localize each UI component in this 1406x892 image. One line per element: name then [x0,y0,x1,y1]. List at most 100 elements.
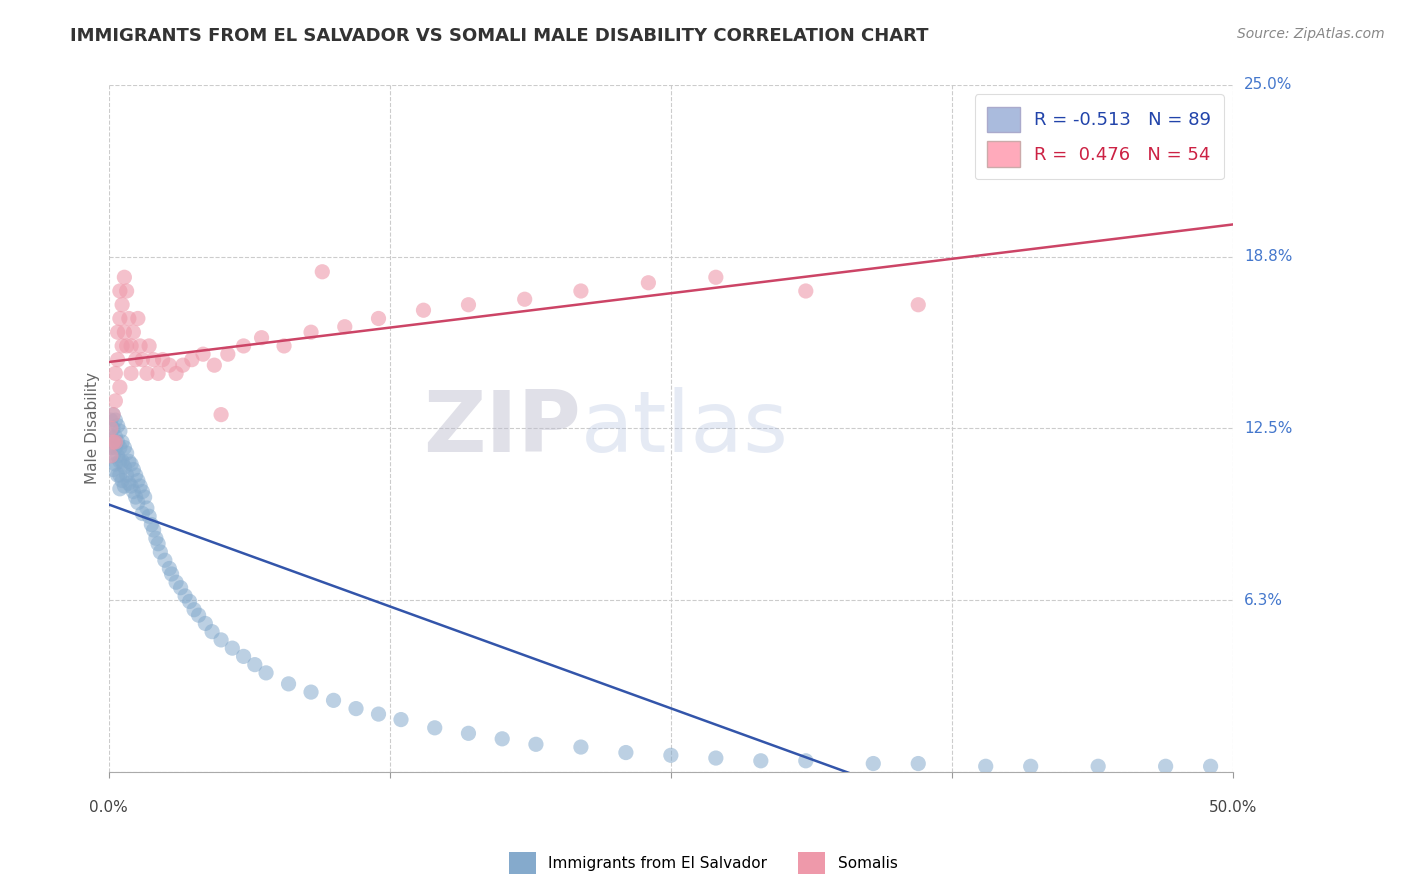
Point [149,545,172,559]
Point [100,429,122,443]
Point [172,358,194,372]
Point [124,490,146,504]
Point [108,454,131,468]
Point [179,594,201,608]
Point [120,339,142,353]
Point [104,441,127,455]
Point [344,701,367,715]
Point [108,284,131,298]
Point [111,435,134,450]
Point [129,479,152,493]
Point [412,303,434,318]
Point [974,759,997,773]
Point [794,754,817,768]
Point [1019,759,1042,773]
Point [273,339,295,353]
Point [112,441,135,455]
Point [108,380,131,394]
Point [108,311,131,326]
Point [112,270,135,285]
Point [862,756,884,771]
Point [107,352,129,367]
Point [311,265,333,279]
Point [254,665,277,680]
Point [120,457,142,471]
Point [111,298,134,312]
Text: 0.0%: 0.0% [89,799,128,814]
Point [111,339,134,353]
Point [118,476,141,491]
Point [112,325,135,339]
Point [115,468,138,483]
Point [659,748,682,763]
Point [124,468,146,483]
Text: ZIP: ZIP [423,387,581,470]
Point [704,270,727,285]
Point [101,408,124,422]
Point [907,298,929,312]
Point [104,457,127,471]
Point [169,581,191,595]
Point [115,446,138,460]
Point [138,509,160,524]
Point [524,737,547,751]
Point [209,632,232,647]
Point [129,339,152,353]
Point [423,721,446,735]
Point [104,413,127,427]
Legend: Immigrants from El Salvador, Somalis: Immigrants from El Salvador, Somalis [502,846,904,880]
Point [165,575,187,590]
Point [120,479,142,493]
Point [201,624,224,639]
Point [704,751,727,765]
Point [1199,759,1222,773]
Point [134,490,156,504]
Point [115,284,138,298]
Point [146,537,169,551]
Text: 25.0%: 25.0% [1244,78,1292,93]
Point [101,435,124,450]
Point [122,484,145,499]
Point [194,616,217,631]
Point [191,347,214,361]
Point [131,507,153,521]
Point [299,685,322,699]
Point [101,421,124,435]
Text: IMMIGRANTS FROM EL SALVADOR VS SOMALI MALE DISABILITY CORRELATION CHART: IMMIGRANTS FROM EL SALVADOR VS SOMALI MA… [70,27,929,45]
Point [221,641,243,656]
Point [1154,759,1177,773]
Point [142,523,165,537]
Point [120,367,142,381]
Point [277,677,299,691]
Point [299,325,322,339]
Point [457,298,479,312]
Point [107,435,129,450]
Point [367,707,389,722]
Point [457,726,479,740]
Point [322,693,344,707]
Text: 6.3%: 6.3% [1244,592,1284,607]
Point [104,393,127,408]
Point [122,325,145,339]
Point [118,311,141,326]
Point [569,284,592,298]
Point [111,474,134,488]
Point [152,352,174,367]
Point [108,482,131,496]
Point [135,501,157,516]
Point [107,418,129,433]
Point [124,352,146,367]
Point [145,531,167,545]
Point [183,603,205,617]
Point [232,649,254,664]
Text: Source: ZipAtlas.com: Source: ZipAtlas.com [1237,27,1385,41]
Point [101,449,124,463]
Point [160,566,183,581]
Point [101,435,124,450]
Point [250,331,273,345]
Y-axis label: Male Disability: Male Disability [86,372,100,484]
Point [131,352,153,367]
Point [101,462,124,476]
Point [389,713,412,727]
Point [232,339,254,353]
